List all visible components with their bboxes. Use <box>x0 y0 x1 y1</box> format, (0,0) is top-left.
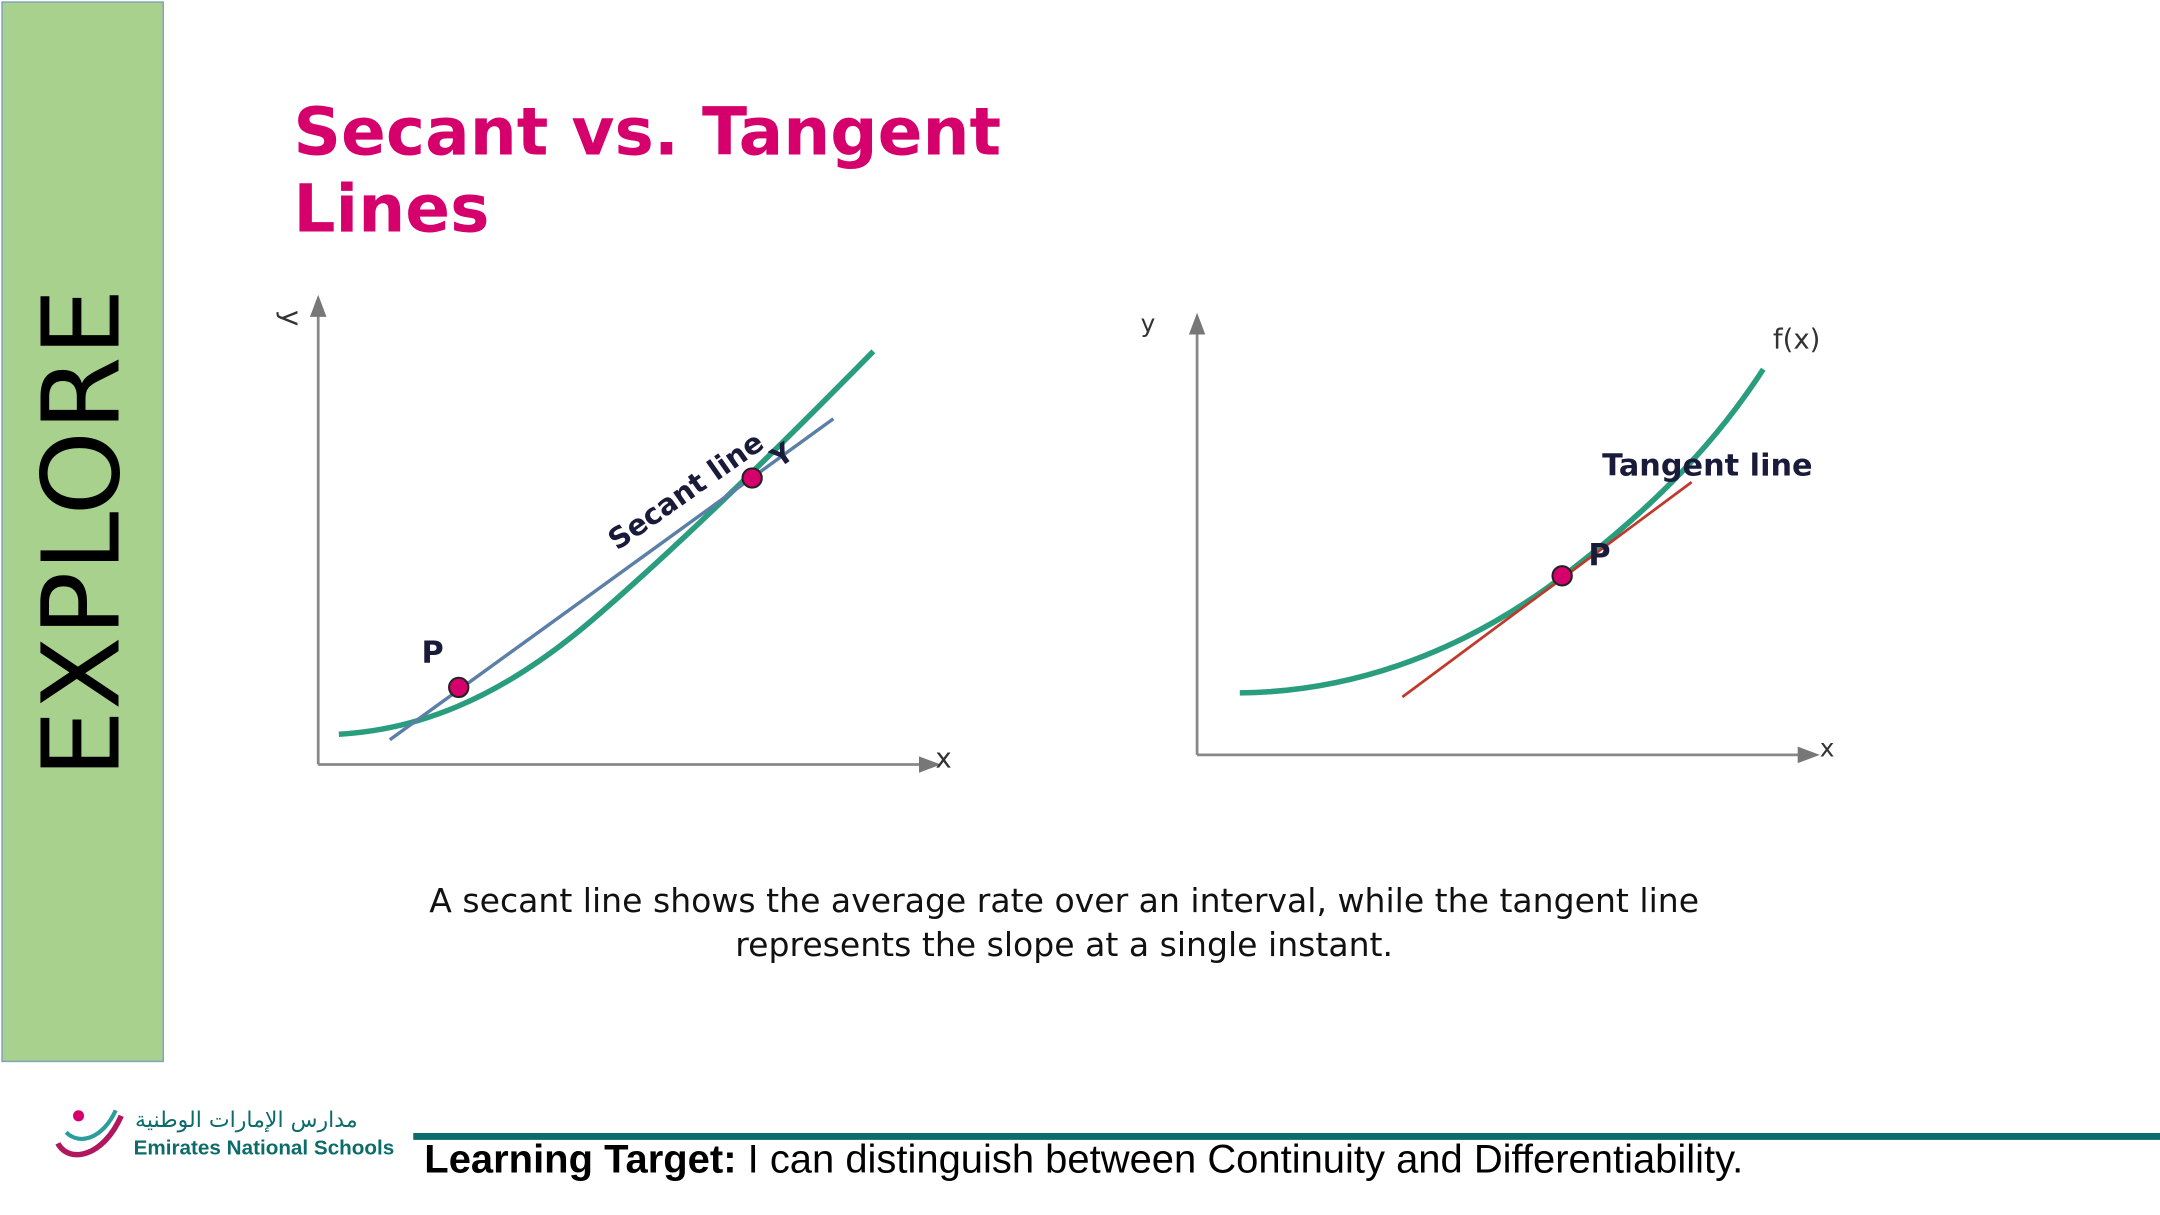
tangent-line <box>1401 481 1693 699</box>
tangent-figure: y x f(x) Tangent line P <box>1141 309 1835 764</box>
curve <box>1239 367 1766 696</box>
point-label: Y <box>764 436 800 475</box>
point <box>741 467 763 489</box>
logo-english: Emirates National Schools <box>133 1136 395 1160</box>
curve <box>338 349 876 737</box>
secant-figure: y x P Y Secant line <box>275 294 952 774</box>
function-label: f(x) <box>1773 324 1820 356</box>
target-label: Learning Target: <box>424 1137 737 1182</box>
sidebar: EXPLORE <box>1 1 164 1063</box>
line-label: Tangent line <box>1602 448 1812 483</box>
axis-label: y <box>1141 309 1156 338</box>
target-text: I can distinguish between Continuity and… <box>736 1137 1744 1182</box>
axis-label: x <box>1820 733 1835 762</box>
point-label: P <box>422 636 444 671</box>
title: Secant vs. Tangent Lines <box>293 93 1002 248</box>
logo-mark <box>55 1109 124 1158</box>
axis-label: x <box>935 742 951 774</box>
axis-label: y <box>275 310 307 326</box>
point <box>448 676 470 699</box>
point <box>1551 565 1573 587</box>
logo-arabic: مدارس الإمارات الوطنية <box>134 1106 358 1133</box>
caption: A secant line shows the average rate ove… <box>429 881 1700 965</box>
point-label: P <box>1588 538 1610 573</box>
learning-target: Learning Target: I can distinguish betwe… <box>424 1138 1743 1183</box>
